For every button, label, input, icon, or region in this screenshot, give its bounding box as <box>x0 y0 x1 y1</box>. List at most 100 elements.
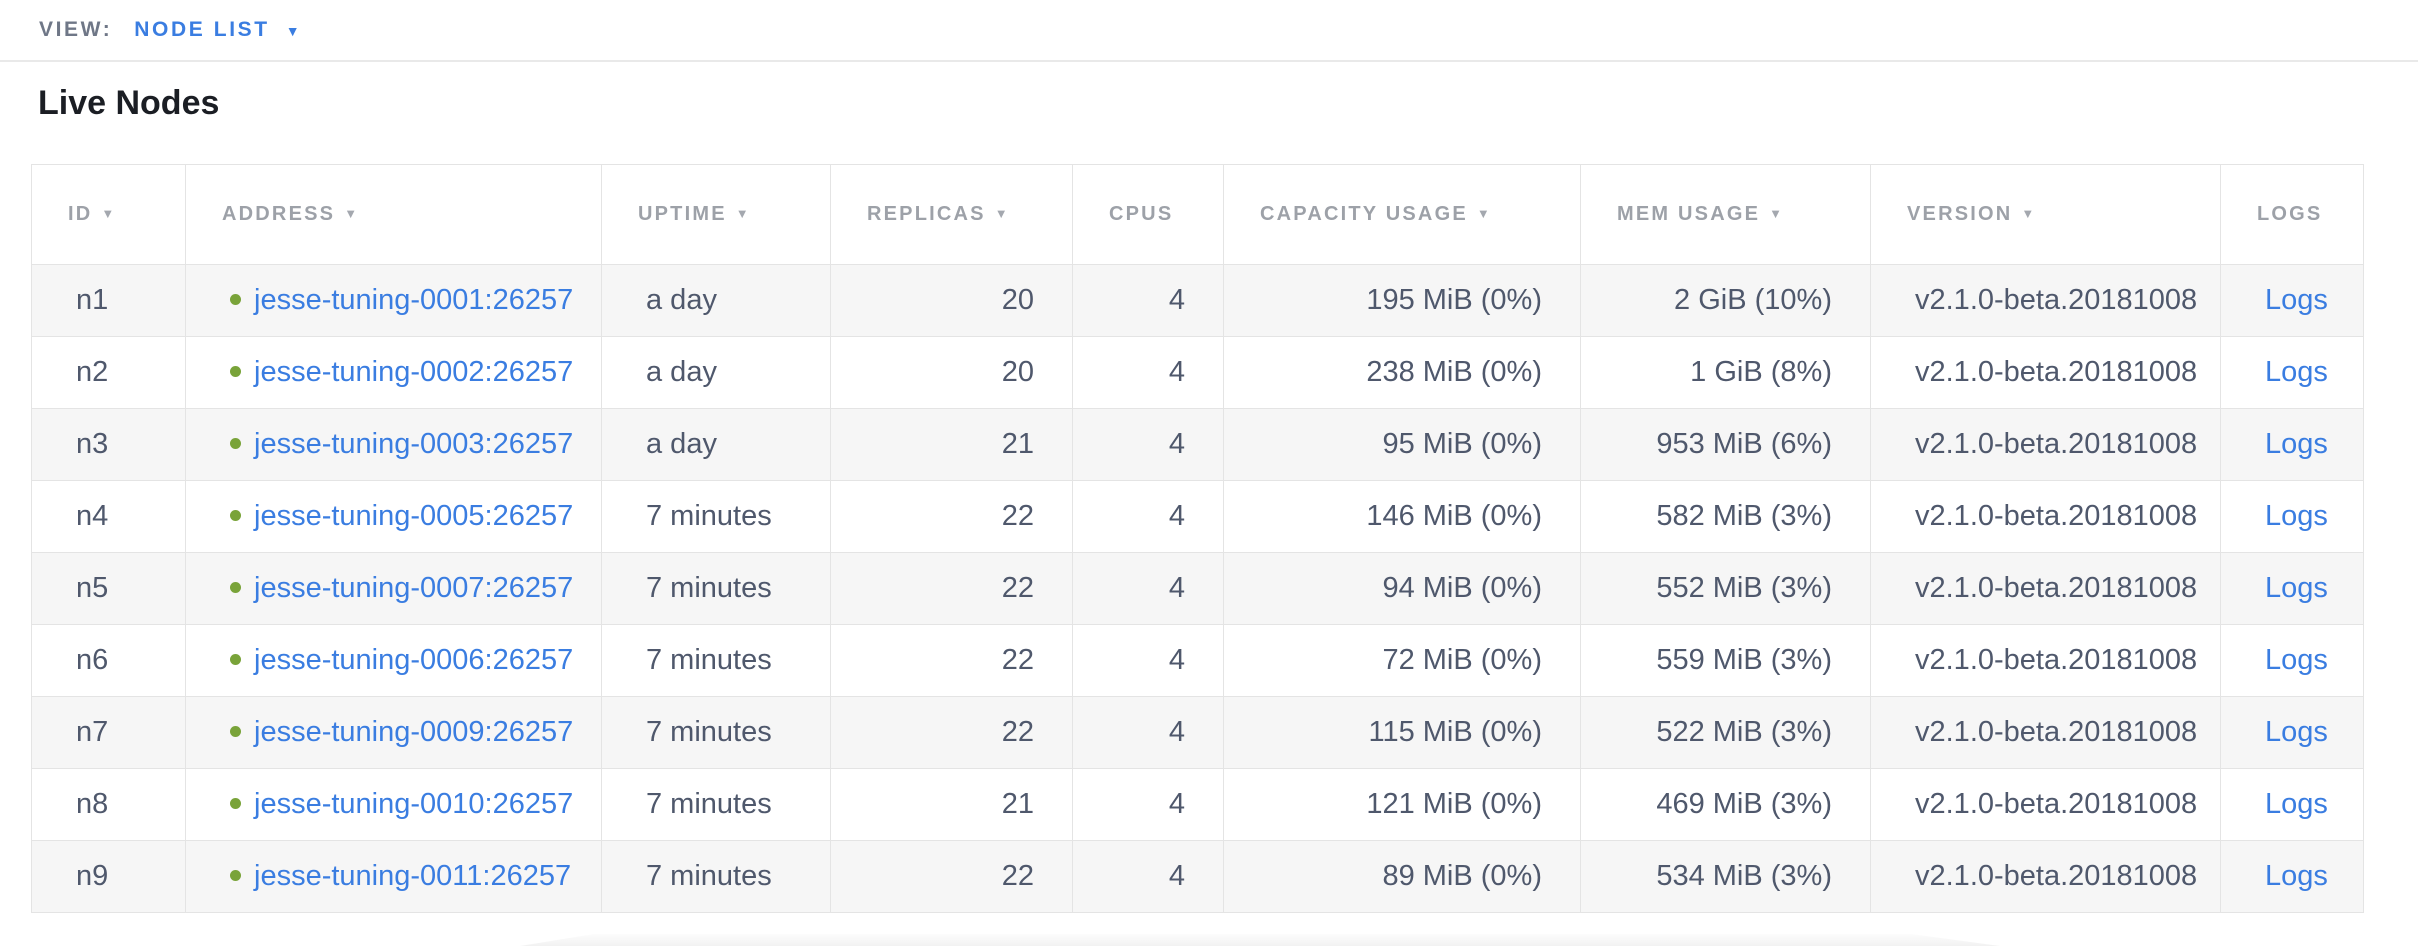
table-row: n8 jesse-tuning-0010:26257 7 minutes 21 … <box>31 768 2364 841</box>
node-logs-cell: Logs <box>2220 264 2364 337</box>
node-id-cell: n8 <box>31 768 186 841</box>
node-address-cell: jesse-tuning-0005:26257 <box>185 480 602 553</box>
healthy-status-icon <box>230 870 241 881</box>
column-header-label: MEM USAGE <box>1617 203 1761 225</box>
node-uptime-cell: a day <box>601 336 831 409</box>
logs-link[interactable]: Logs <box>2265 284 2328 316</box>
logs-link[interactable]: Logs <box>2265 356 2328 388</box>
node-cpus-cell: 4 <box>1072 480 1224 553</box>
sort-arrow-icon: ▼ <box>1769 206 1785 221</box>
node-address-link[interactable]: jesse-tuning-0006:26257 <box>254 644 574 676</box>
node-address-link[interactable]: jesse-tuning-0002:26257 <box>254 356 574 388</box>
node-logs-cell: Logs <box>2220 480 2364 553</box>
table-row: n7 jesse-tuning-0009:26257 7 minutes 22 … <box>31 696 2364 769</box>
column-header-id[interactable]: ID ▼ <box>31 164 186 265</box>
node-replicas-cell: 22 <box>830 552 1073 625</box>
node-mem-usage-cell: 559 MiB (3%) <box>1580 624 1871 697</box>
node-cpus-cell: 4 <box>1072 552 1224 625</box>
node-logs-cell: Logs <box>2220 768 2364 841</box>
logs-link[interactable]: Logs <box>2265 572 2328 604</box>
node-uptime-cell: 7 minutes <box>601 768 831 841</box>
node-address-link[interactable]: jesse-tuning-0009:26257 <box>254 716 574 748</box>
node-uptime-cell: a day <box>601 408 831 481</box>
sort-arrow-icon: ▼ <box>344 206 360 221</box>
column-header-label: CPUS <box>1109 203 1174 225</box>
sort-arrow-icon: ▼ <box>735 206 751 221</box>
column-header-label: ADDRESS <box>222 203 336 225</box>
node-mem-usage-cell: 1 GiB (8%) <box>1580 336 1871 409</box>
logs-link[interactable]: Logs <box>2265 644 2328 676</box>
table-row: n2 jesse-tuning-0002:26257 a day 20 4 23… <box>31 336 2364 409</box>
logs-link[interactable]: Logs <box>2265 860 2328 892</box>
node-mem-usage-cell: 469 MiB (3%) <box>1580 768 1871 841</box>
node-address-cell: jesse-tuning-0009:26257 <box>185 696 602 769</box>
logs-link[interactable]: Logs <box>2265 428 2328 460</box>
view-selector-dropdown[interactable]: NODE LIST ▼ <box>134 18 299 42</box>
table-row: n5 jesse-tuning-0007:26257 7 minutes 22 … <box>31 552 2364 625</box>
view-bar: VIEW: NODE LIST ▼ <box>0 0 2418 62</box>
view-selector-value: NODE LIST <box>134 18 270 41</box>
healthy-status-icon <box>230 798 241 809</box>
node-id-cell: n5 <box>31 552 186 625</box>
node-replicas-cell: 22 <box>830 480 1073 553</box>
logs-link[interactable]: Logs <box>2265 788 2328 820</box>
node-address-cell: jesse-tuning-0010:26257 <box>185 768 602 841</box>
column-header-capacity[interactable]: CAPACITY USAGE ▼ <box>1223 164 1581 265</box>
column-header-logs: LOGS <box>2220 164 2364 265</box>
node-logs-cell: Logs <box>2220 336 2364 409</box>
node-address-cell: jesse-tuning-0001:26257 <box>185 264 602 337</box>
healthy-status-icon <box>230 726 241 737</box>
node-replicas-cell: 21 <box>830 408 1073 481</box>
node-address-cell: jesse-tuning-0002:26257 <box>185 336 602 409</box>
node-version-cell: v2.1.0-beta.20181008 <box>1870 552 2221 625</box>
node-address-cell: jesse-tuning-0011:26257 <box>185 840 602 913</box>
node-uptime-cell: 7 minutes <box>601 696 831 769</box>
node-address-link[interactable]: jesse-tuning-0005:26257 <box>254 500 574 532</box>
below-fold-element-shadow <box>520 934 2000 946</box>
node-version-cell: v2.1.0-beta.20181008 <box>1870 624 2221 697</box>
node-address-link[interactable]: jesse-tuning-0003:26257 <box>254 428 574 460</box>
node-replicas-cell: 22 <box>830 840 1073 913</box>
logs-link[interactable]: Logs <box>2265 716 2328 748</box>
logs-link[interactable]: Logs <box>2265 500 2328 532</box>
column-header-label: CAPACITY USAGE <box>1260 203 1468 225</box>
column-header-replicas[interactable]: REPLICAS ▼ <box>830 164 1073 265</box>
node-address-cell: jesse-tuning-0003:26257 <box>185 408 602 481</box>
healthy-status-icon <box>230 582 241 593</box>
node-capacity-usage-cell: 89 MiB (0%) <box>1223 840 1581 913</box>
node-logs-cell: Logs <box>2220 408 2364 481</box>
node-capacity-usage-cell: 95 MiB (0%) <box>1223 408 1581 481</box>
healthy-status-icon <box>230 510 241 521</box>
node-cpus-cell: 4 <box>1072 264 1224 337</box>
column-header-version[interactable]: VERSION ▼ <box>1870 164 2221 265</box>
node-logs-cell: Logs <box>2220 552 2364 625</box>
node-address-link[interactable]: jesse-tuning-0007:26257 <box>254 572 574 604</box>
node-version-cell: v2.1.0-beta.20181008 <box>1870 840 2221 913</box>
node-address-link[interactable]: jesse-tuning-0010:26257 <box>254 788 574 820</box>
node-version-cell: v2.1.0-beta.20181008 <box>1870 480 2221 553</box>
node-cpus-cell: 4 <box>1072 840 1224 913</box>
node-replicas-cell: 22 <box>830 696 1073 769</box>
node-address-link[interactable]: jesse-tuning-0001:26257 <box>254 284 574 316</box>
live-nodes-section: Live Nodes ID ▼ ADDRESS ▼ UPTIME ▼ REPLICAS ▼ CP… <box>0 86 2418 913</box>
node-uptime-cell: a day <box>601 264 831 337</box>
column-header-mem[interactable]: MEM USAGE ▼ <box>1580 164 1871 265</box>
column-header-uptime[interactable]: UPTIME ▼ <box>601 164 831 265</box>
sort-arrow-icon: ▼ <box>994 206 1010 221</box>
node-address-cell: jesse-tuning-0006:26257 <box>185 624 602 697</box>
column-header-address[interactable]: ADDRESS ▼ <box>185 164 602 265</box>
column-header-cpus: CPUS <box>1072 164 1224 265</box>
table-header-row: ID ▼ ADDRESS ▼ UPTIME ▼ REPLICAS ▼ CPUS CAPACITY … <box>31 164 2364 265</box>
node-capacity-usage-cell: 121 MiB (0%) <box>1223 768 1581 841</box>
node-mem-usage-cell: 552 MiB (3%) <box>1580 552 1871 625</box>
column-header-label: ID <box>68 203 93 225</box>
node-capacity-usage-cell: 72 MiB (0%) <box>1223 624 1581 697</box>
node-logs-cell: Logs <box>2220 696 2364 769</box>
node-uptime-cell: 7 minutes <box>601 480 831 553</box>
node-address-link[interactable]: jesse-tuning-0011:26257 <box>254 860 572 892</box>
node-replicas-cell: 20 <box>830 264 1073 337</box>
node-logs-cell: Logs <box>2220 624 2364 697</box>
sort-arrow-icon: ▼ <box>1476 206 1492 221</box>
node-id-cell: n6 <box>31 624 186 697</box>
node-capacity-usage-cell: 94 MiB (0%) <box>1223 552 1581 625</box>
